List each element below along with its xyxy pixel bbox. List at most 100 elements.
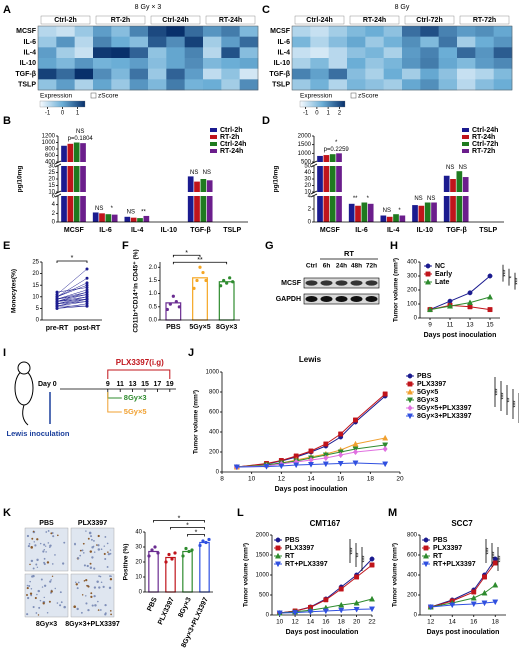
- heatmap-frame: [37, 25, 259, 91]
- ihc-cell: [36, 538, 39, 541]
- heatmap-cell: [438, 47, 458, 59]
- heatmap-cell: [310, 58, 329, 69]
- group-header: Ctrl-24h: [162, 17, 188, 24]
- data-point: [153, 545, 157, 549]
- x-tick-label: 12: [278, 476, 286, 483]
- regimen-label: 8Gy×3: [124, 393, 147, 402]
- ihc-cell: [93, 551, 96, 553]
- heatmap-cell: [166, 79, 185, 91]
- y-tick-label: 0.5: [149, 304, 158, 310]
- legend-label: RT+PLX3397: [433, 561, 476, 568]
- data-point: [308, 448, 314, 454]
- ihc-cell: [104, 612, 107, 615]
- significance: ***: [504, 269, 510, 277]
- bar: [67, 143, 74, 222]
- data-point: [190, 548, 194, 552]
- data-point: [278, 463, 285, 470]
- data-point: [292, 610, 299, 616]
- heatmap-cell: [74, 58, 94, 69]
- row-label: IL-6: [24, 39, 37, 46]
- ihc-cell: [96, 544, 98, 546]
- data-point: [470, 601, 477, 608]
- heatmap-cell: [74, 79, 94, 91]
- heatmap-cell: [493, 47, 513, 59]
- row-label: IL-6: [278, 39, 291, 46]
- panel-letter: L: [237, 507, 244, 519]
- ihc-cell: [51, 575, 54, 578]
- break-mark: [54, 190, 62, 195]
- data-point: [171, 294, 175, 298]
- heatmap-cell: [310, 68, 329, 80]
- y-tick-label: 400: [407, 573, 418, 579]
- ihc-cell: [108, 586, 112, 590]
- axis-break: [311, 162, 504, 166]
- bar: [386, 216, 393, 222]
- heatmap-cell: [203, 79, 222, 91]
- ihc-cell: [91, 604, 94, 607]
- ihc-cell: [97, 609, 100, 611]
- y-tick-label: 20: [48, 177, 55, 183]
- y-axis-label: Tumor volume (mm³): [393, 258, 400, 322]
- legend-label: PLX3397: [433, 545, 462, 552]
- lane-label: Ctrl: [306, 263, 317, 270]
- x-tick-label: TSLP: [479, 227, 497, 234]
- ihc-cell: [87, 608, 90, 612]
- legend-marker: [425, 271, 431, 277]
- heatmap-cell: [38, 26, 57, 37]
- panel-letter: I: [3, 347, 6, 359]
- legend-label: zScore: [358, 93, 379, 100]
- heatmap-cell: [347, 26, 366, 37]
- data-point: [177, 305, 181, 309]
- pair-line: [56, 301, 88, 305]
- heatmap-cell: [402, 47, 421, 59]
- axis-break: [311, 192, 504, 196]
- ihc-cell: [39, 599, 42, 602]
- ihc-cell: [43, 584, 47, 587]
- heatmap-cell: [56, 68, 75, 80]
- bar: [450, 179, 456, 222]
- ihc-cell: [28, 543, 31, 545]
- significance: *: [71, 255, 74, 262]
- heatmap-cell: [203, 68, 222, 80]
- ihc-cell: [79, 549, 82, 552]
- ihc-cell: [83, 564, 86, 567]
- legend-marker: [423, 545, 429, 551]
- x-axis-label: Days post inoculation: [427, 629, 500, 636]
- heatmap-cell: [493, 26, 513, 37]
- data-point: [447, 298, 453, 304]
- heatmap-cell: [148, 68, 167, 80]
- heatmap-cell: [365, 79, 384, 91]
- significance: NS: [76, 129, 84, 135]
- x-tick-label: MCSF: [320, 227, 341, 234]
- chart-title: Lewis: [299, 355, 322, 364]
- heatmap-frame: [291, 25, 513, 91]
- mouse-body: [14, 370, 34, 406]
- heatmap-cell: [420, 68, 439, 80]
- ihc-cell: [43, 562, 46, 566]
- y-tick-label: 40: [304, 170, 311, 176]
- legend-label: 5Gy×5: [417, 389, 438, 396]
- ihc-cell: [94, 604, 97, 607]
- ihc-cell: [47, 542, 50, 544]
- bar: [92, 212, 99, 222]
- ihc-cell: [43, 557, 46, 560]
- heatmap-cell: [38, 68, 57, 80]
- ihc-cell: [46, 561, 50, 564]
- bracket: [153, 520, 205, 523]
- group-header: Ctrl-2h: [54, 17, 77, 24]
- significance: *: [398, 208, 401, 214]
- ihc-cell: [50, 579, 52, 581]
- ihc-cell: [90, 535, 93, 538]
- group-header-box: [205, 15, 256, 25]
- heatmap-cell: [347, 36, 366, 48]
- heatmap-cell: [402, 26, 421, 37]
- heatmap-cell: [166, 58, 185, 69]
- ihc-cell: [29, 563, 31, 566]
- data-point: [307, 462, 315, 468]
- y-tick-label: 600: [45, 153, 56, 159]
- ihc-cell: [77, 581, 80, 584]
- data-point: [482, 574, 487, 580]
- y-tick-label: 2.0: [149, 265, 158, 271]
- data-point: [55, 302, 59, 306]
